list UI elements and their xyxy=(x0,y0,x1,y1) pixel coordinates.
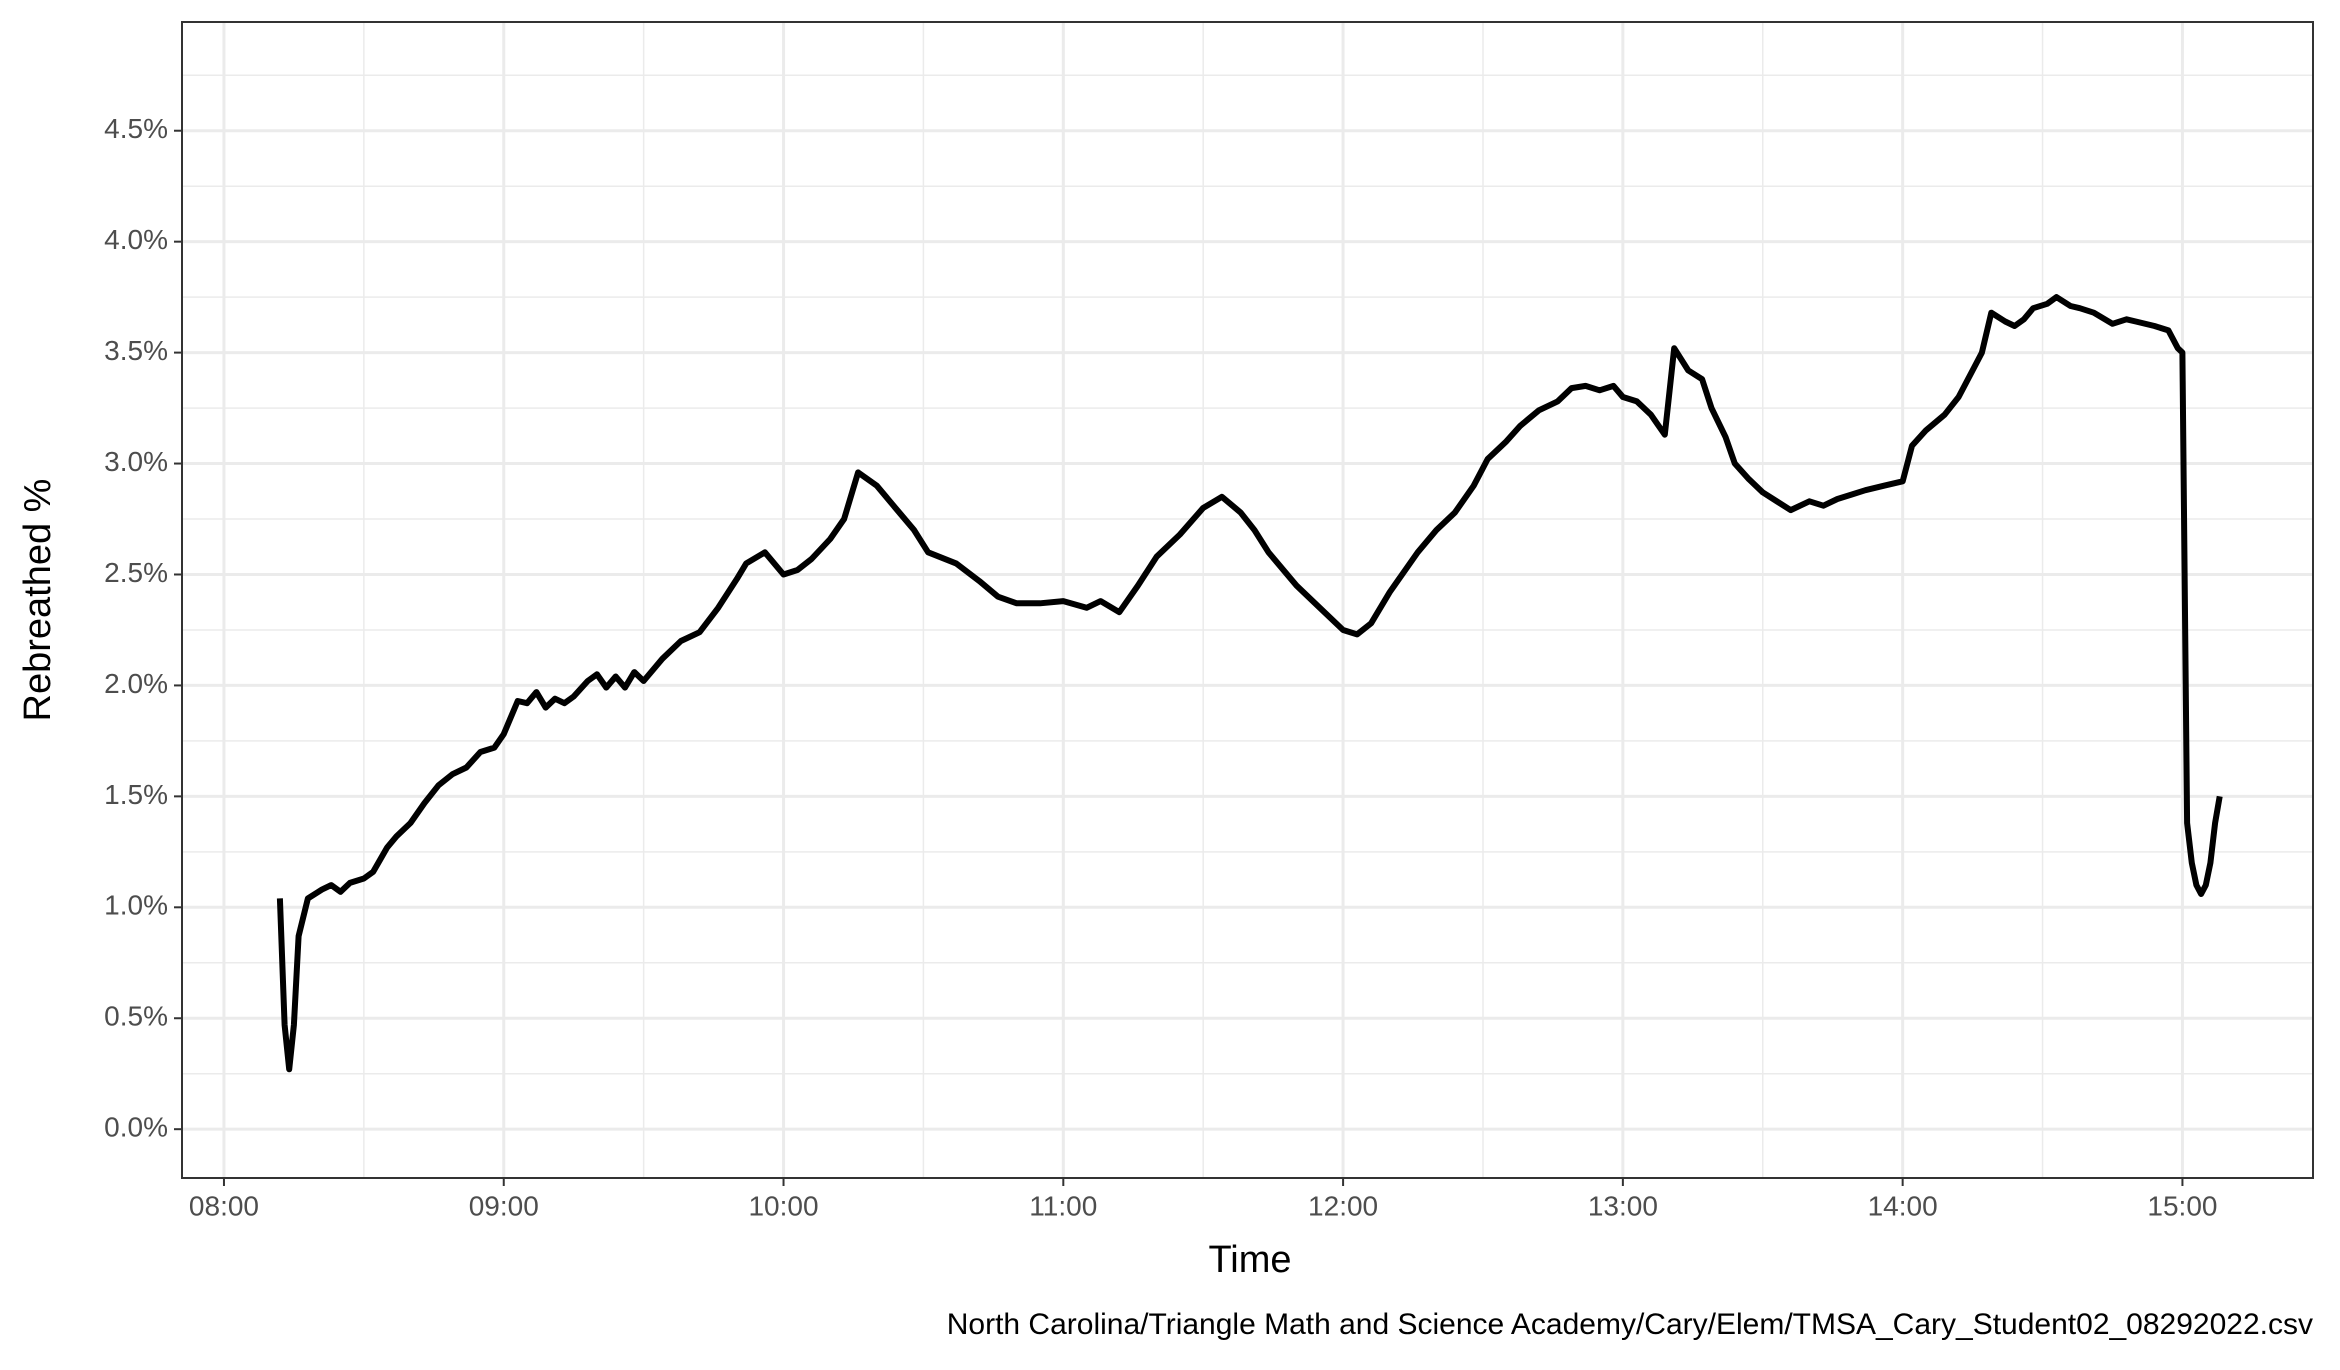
y-axis-title: Rebreathed % xyxy=(17,479,59,722)
y-tick-label: 4.5% xyxy=(104,113,168,144)
y-tick-label: 0.5% xyxy=(104,1001,168,1032)
x-tick-label: 09:00 xyxy=(469,1190,539,1221)
x-tick-label: 15:00 xyxy=(2147,1190,2217,1221)
y-tick-label: 1.5% xyxy=(104,779,168,810)
x-tick-label: 12:00 xyxy=(1308,1190,1378,1221)
x-tick-label: 08:00 xyxy=(189,1190,259,1221)
y-tick-label: 4.0% xyxy=(104,224,168,255)
y-tick-label: 2.0% xyxy=(104,668,168,699)
data-line xyxy=(276,294,2223,1073)
x-tick-label: 11:00 xyxy=(1029,1190,1097,1221)
x-axis-title: Time xyxy=(1208,1239,1291,1281)
x-tick-label: 14:00 xyxy=(1868,1190,1938,1221)
panel-border xyxy=(181,21,2314,1179)
y-tick-label: 2.5% xyxy=(104,557,168,588)
y-tick-label: 0.0% xyxy=(104,1112,168,1143)
x-tick-label: 13:00 xyxy=(1588,1190,1658,1221)
x-tick-label: 10:00 xyxy=(748,1190,818,1221)
y-tick-label: 3.0% xyxy=(104,446,168,477)
y-tick-label: 3.5% xyxy=(104,335,168,366)
y-tick-label: 1.0% xyxy=(104,890,168,921)
caption: North Carolina/Triangle Math and Science… xyxy=(947,1308,2313,1341)
